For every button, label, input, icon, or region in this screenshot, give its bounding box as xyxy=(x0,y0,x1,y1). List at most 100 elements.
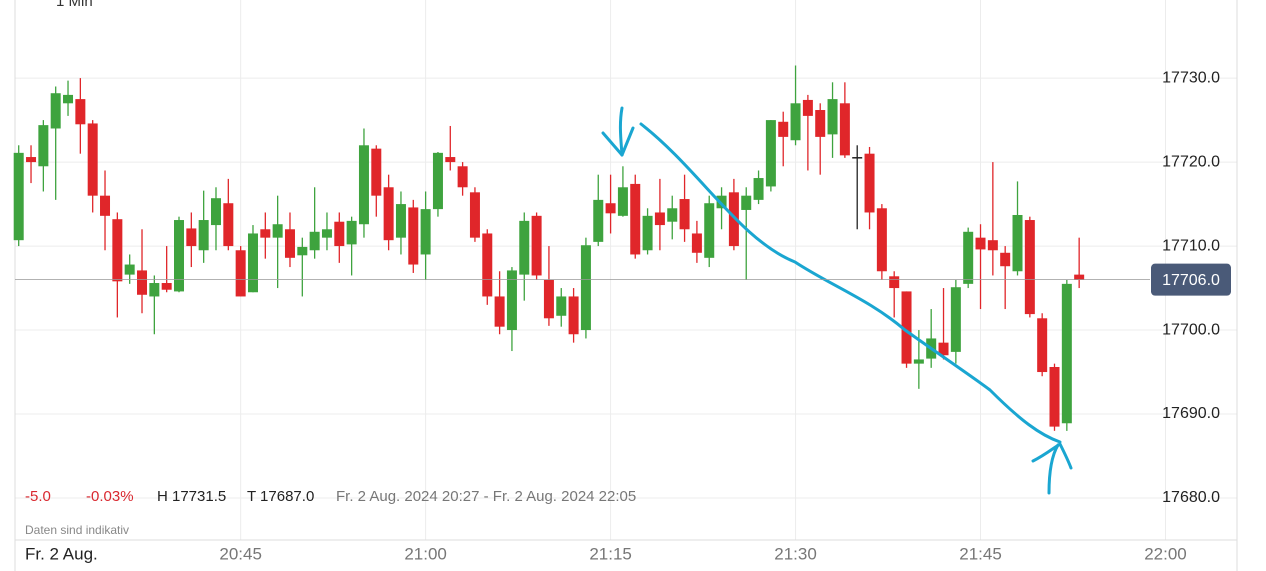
candle-body xyxy=(963,231,974,284)
candle-body xyxy=(1061,283,1072,424)
candle-body xyxy=(260,229,271,238)
time-range: Fr. 2 Aug. 2024 20:27 - Fr. 2 Aug. 2024 … xyxy=(336,488,636,505)
y-tick-label: 17680.0 xyxy=(1162,489,1220,506)
candle-body xyxy=(297,246,308,256)
last-price-label: 17706.0 xyxy=(1162,272,1220,289)
candle-body xyxy=(1074,274,1085,280)
candle-body xyxy=(580,245,591,331)
candle-body xyxy=(432,152,443,210)
candle-body xyxy=(137,270,148,295)
candle-body xyxy=(938,342,949,356)
candle-body xyxy=(593,199,604,242)
candle-body xyxy=(1000,252,1011,267)
candle-body xyxy=(223,203,234,247)
candle-body xyxy=(63,94,74,104)
candle-body xyxy=(383,187,394,241)
candle-body xyxy=(100,195,111,216)
candle-body xyxy=(75,99,86,125)
candle-body xyxy=(987,240,998,251)
candle-body xyxy=(457,166,468,188)
arrow-head xyxy=(601,126,635,157)
candle-body xyxy=(802,99,813,116)
candle-body xyxy=(235,250,246,297)
y-tick-label: 17710.0 xyxy=(1162,237,1220,254)
candle-body xyxy=(445,157,456,163)
candle-body xyxy=(765,120,776,187)
candle-body xyxy=(149,283,160,297)
candle-body xyxy=(321,229,332,238)
candle-body xyxy=(186,228,197,247)
interval-label: 1 Min xyxy=(56,0,93,10)
disclaimer: Daten sind indikativ xyxy=(25,523,129,537)
candle-body xyxy=(358,145,369,225)
candle-body xyxy=(174,220,185,292)
change: -5.0 xyxy=(25,488,51,505)
candle-body xyxy=(704,203,715,258)
candle-body xyxy=(395,204,406,238)
grid xyxy=(15,0,1237,541)
candle-body xyxy=(950,287,961,352)
candle-body xyxy=(26,157,37,163)
candle-body xyxy=(1049,366,1060,427)
arrow-stroke xyxy=(618,106,624,157)
x-tick-label: 21:30 xyxy=(774,544,817,563)
high-stat: H 17731.5 xyxy=(157,488,226,505)
candle-body xyxy=(913,359,924,364)
candle-body xyxy=(778,121,789,137)
y-tick-label: 17730.0 xyxy=(1162,69,1220,86)
candle-body xyxy=(975,237,986,250)
x-tick-label: 21:15 xyxy=(589,544,632,563)
candle-body xyxy=(667,208,678,222)
candle-body xyxy=(815,110,826,137)
x-tick-label: 20:45 xyxy=(219,544,262,563)
candle-body xyxy=(124,264,135,275)
annotation-drawing xyxy=(601,106,1073,495)
candle-body xyxy=(161,283,172,290)
candle-body xyxy=(50,93,61,129)
candle-body xyxy=(790,103,801,141)
candle-body xyxy=(852,157,863,159)
candle-body xyxy=(494,296,505,327)
candle-body xyxy=(728,192,739,247)
candle-body xyxy=(568,296,579,335)
candle-body xyxy=(630,183,641,255)
trend-stroke xyxy=(639,122,1062,444)
candle-body xyxy=(272,224,283,238)
change-pct: -0.03% xyxy=(86,488,134,505)
candle-body xyxy=(284,229,295,258)
candle-body xyxy=(864,153,875,213)
candle-body xyxy=(247,233,258,293)
date-label: Fr. 2 Aug. xyxy=(25,544,98,563)
candle-body xyxy=(827,99,838,135)
candle-body xyxy=(741,195,752,210)
candle-body xyxy=(38,125,49,167)
last-price-box xyxy=(1151,263,1231,296)
candle-body xyxy=(309,231,320,251)
candle-body xyxy=(531,215,542,276)
x-tick-label: 21:00 xyxy=(404,544,447,563)
candle-body xyxy=(1012,214,1023,272)
candle-body xyxy=(1024,220,1035,315)
candle-body xyxy=(420,209,431,255)
candle-body xyxy=(408,207,419,265)
candle-body xyxy=(556,296,567,316)
candle-body xyxy=(13,152,24,241)
candle-body xyxy=(617,187,628,216)
candle-body xyxy=(839,103,850,156)
candle-body xyxy=(346,220,357,245)
candle-body xyxy=(198,220,209,251)
candle-body xyxy=(605,203,616,214)
y-tick-label: 17690.0 xyxy=(1162,405,1220,422)
candle-body xyxy=(889,276,900,289)
candle-body xyxy=(482,233,493,297)
candle-body xyxy=(654,212,665,226)
candle-body xyxy=(679,199,690,230)
candle-body xyxy=(506,270,517,331)
candle-body xyxy=(469,192,480,238)
candle-body xyxy=(642,215,653,251)
candle-body xyxy=(753,178,764,200)
candle-body xyxy=(901,291,912,364)
candle-body xyxy=(519,220,530,275)
